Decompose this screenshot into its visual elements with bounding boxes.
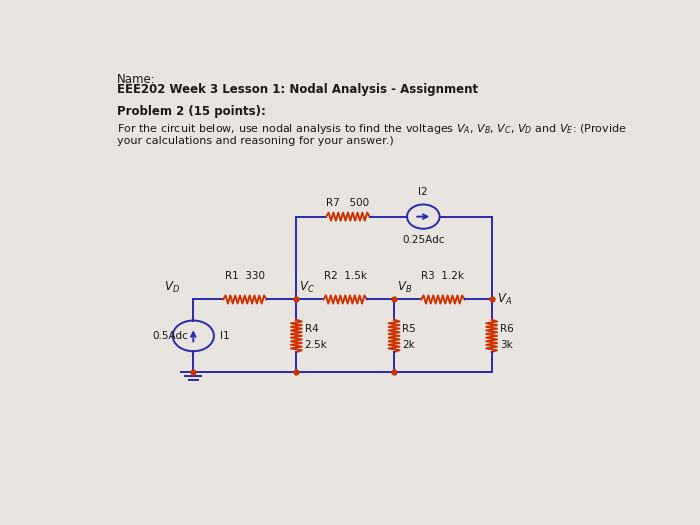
- Text: R1  330: R1 330: [225, 271, 265, 281]
- Text: R4: R4: [304, 324, 318, 334]
- Text: I1: I1: [220, 331, 230, 341]
- Text: $V_B$: $V_B$: [397, 279, 412, 295]
- Text: EEE202 Week 3 Lesson 1: Nodal Analysis - Assignment: EEE202 Week 3 Lesson 1: Nodal Analysis -…: [118, 83, 479, 96]
- Text: R7   500: R7 500: [326, 198, 370, 208]
- Text: Problem 2 (15 points):: Problem 2 (15 points):: [118, 106, 266, 119]
- Text: R3  1.2k: R3 1.2k: [421, 271, 464, 281]
- Text: 2.5k: 2.5k: [304, 340, 328, 350]
- Text: 3k: 3k: [500, 340, 512, 350]
- Text: I2: I2: [419, 187, 428, 197]
- Text: R5: R5: [402, 324, 416, 334]
- Text: Name:: Name:: [118, 73, 156, 86]
- Text: 0.25Adc: 0.25Adc: [402, 235, 444, 245]
- Text: $V_D$: $V_D$: [164, 279, 180, 295]
- Text: R6: R6: [500, 324, 514, 334]
- Text: $V_A$: $V_A$: [497, 292, 512, 307]
- Text: 2k: 2k: [402, 340, 415, 350]
- Text: For the circuit below, use nodal analysis to find the voltages $V_A$, $V_B$, $V_: For the circuit below, use nodal analysi…: [118, 122, 627, 135]
- Text: 0.5Adc: 0.5Adc: [152, 331, 188, 341]
- Text: $V_C$: $V_C$: [299, 279, 315, 295]
- Text: R2  1.5k: R2 1.5k: [323, 271, 367, 281]
- Text: your calculations and reasoning for your answer.): your calculations and reasoning for your…: [118, 136, 394, 146]
